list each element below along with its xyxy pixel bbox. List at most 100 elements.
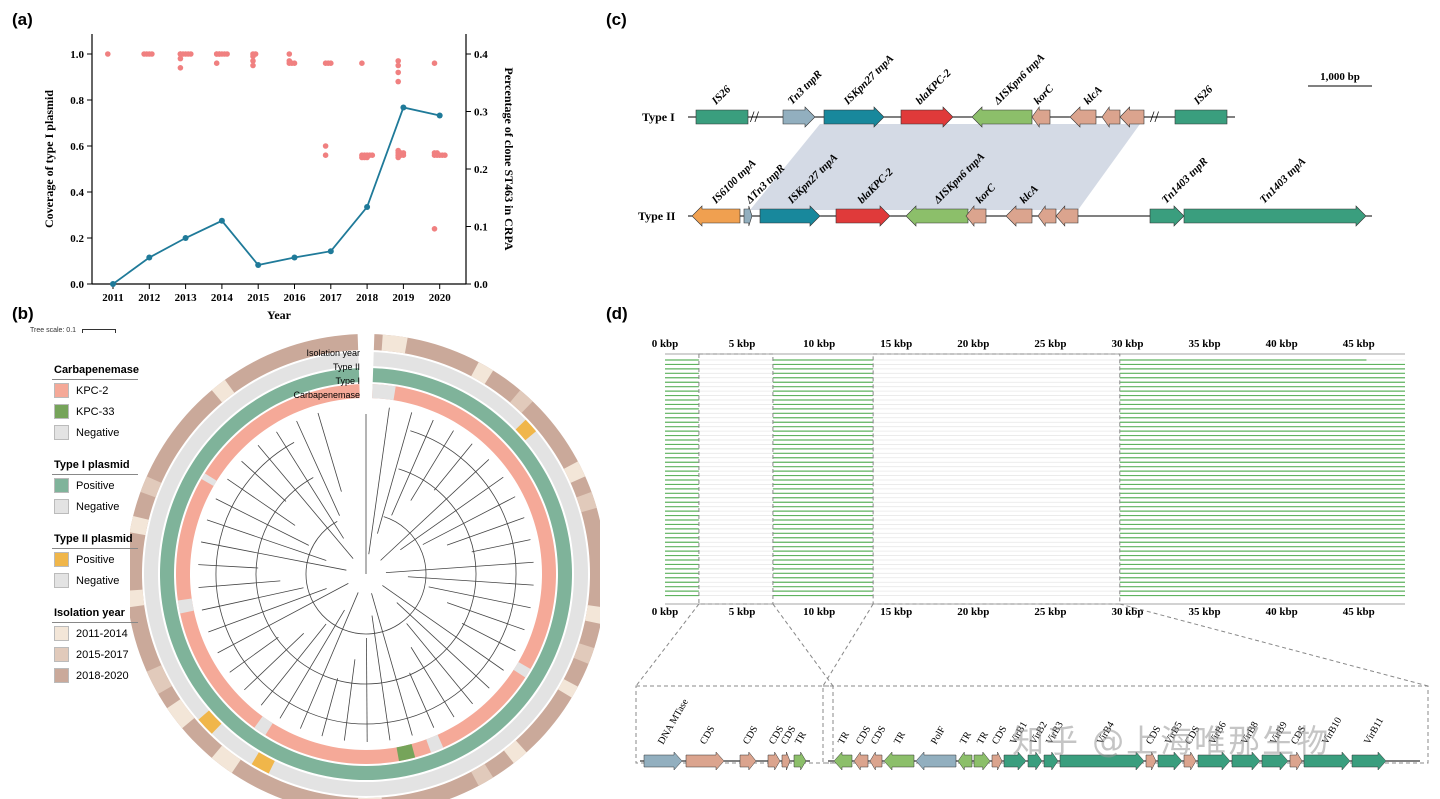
zoom-right-gene-label: CDS <box>854 724 873 746</box>
y-tick-label: 0.8 <box>70 95 84 107</box>
legend-item-label: 2011-2014 <box>76 627 128 640</box>
zoom-right-gene <box>1289 751 1303 771</box>
st463-point <box>218 217 225 224</box>
kbp-tick-label-top: 40 kbp <box>1266 338 1298 350</box>
st463-point <box>436 112 443 119</box>
legend-group-title: Type I plasmid <box>52 457 138 475</box>
kbp-tick-label-top: 0 kbp <box>652 338 679 350</box>
legend-item-label: Negative <box>76 426 120 439</box>
zoom-right-gene-label: TR <box>836 730 852 747</box>
type1-gene <box>971 106 1033 128</box>
type1-gene <box>1069 106 1097 128</box>
zoom-right-gene-label: CDS <box>990 724 1009 746</box>
tree-branch <box>227 478 296 526</box>
zoom-panel-box <box>822 685 1429 764</box>
legend-item: Negative <box>52 570 202 591</box>
ring-year-early <box>130 589 145 608</box>
scatter-point <box>328 60 334 66</box>
tree-branch <box>385 561 534 574</box>
type1-label: Type I <box>642 110 675 124</box>
type1-gene-label: blaKPC-2 <box>914 67 954 107</box>
ring-year-mid <box>576 491 597 513</box>
tree-branch <box>321 678 339 737</box>
zoom-right-gene <box>833 751 853 771</box>
y2-axis-title: Percentage of clone ST463 in CRPA <box>502 67 516 251</box>
tree-branch <box>215 498 309 546</box>
legend-item-label: KPC-33 <box>76 405 115 418</box>
tree-branch <box>217 583 349 654</box>
scatter-point <box>395 69 402 76</box>
ring-year-early <box>471 362 494 385</box>
scatter-point <box>431 60 438 66</box>
zoom-right-gene <box>1145 751 1157 771</box>
tree-arc <box>215 430 517 725</box>
panel-label-a: (a) <box>12 10 33 29</box>
ring-year-mid <box>140 476 162 498</box>
ring-year-mid <box>471 763 494 786</box>
legend-swatch <box>54 552 69 567</box>
tree-branch <box>201 587 304 611</box>
zoom-right-gene <box>1183 751 1197 771</box>
zoom-left-gene <box>643 751 683 771</box>
tree-branch <box>382 585 504 671</box>
scatter-point <box>250 62 256 69</box>
tree-branch <box>409 672 435 728</box>
type1-gene <box>1174 109 1228 125</box>
tree-branch <box>198 580 281 588</box>
tree-branch <box>433 443 473 491</box>
y-tick-label: 0.2 <box>70 233 84 245</box>
panel-b-legend: Carbapenemase KPC-2 KPC-33 Negative Type I p… <box>52 362 202 700</box>
type2-gene <box>691 205 741 227</box>
ring-carbapenemase-negative <box>513 662 531 678</box>
ring-carbapenemase-negative <box>177 598 194 614</box>
scatter-point <box>105 51 111 57</box>
zoom-right-gene <box>915 751 957 771</box>
tree-arc <box>255 468 477 685</box>
type1-gene-label: korC <box>1032 82 1057 107</box>
legend-item: 2015-2017 <box>52 644 202 665</box>
ring-carbapenemase-negative <box>426 734 444 753</box>
kbp-tick-label-bottom: 45 kbp <box>1343 606 1375 618</box>
type1-gene-label: IS26 <box>1191 83 1216 108</box>
y-tick-label: 0.0 <box>70 279 84 291</box>
st463-point <box>255 262 262 269</box>
zoom-right-gene <box>1059 751 1145 771</box>
y-axis-title: Coverage of type I plasmid <box>42 90 56 228</box>
kbp-tick-label-bottom: 25 kbp <box>1034 606 1066 618</box>
zoom-right-gene <box>957 751 973 771</box>
tree-branch <box>471 539 531 553</box>
scatter-point <box>369 152 376 158</box>
panel-b-circular-tree: Isolation year Type II Type I Carbapenemase <box>130 334 600 799</box>
ring-year-mid <box>573 643 595 664</box>
scatter-point <box>395 78 402 85</box>
tree-branch <box>396 602 490 689</box>
legend-group: Type II plasmid Positive Negative <box>52 531 202 591</box>
legend-swatch <box>54 404 69 419</box>
type2-gene <box>965 205 987 227</box>
tree-branch <box>377 412 413 534</box>
legend-swatch <box>54 499 69 514</box>
zoom-right-gene <box>1303 751 1351 771</box>
scatter-point <box>149 51 155 57</box>
ring-year-mid <box>146 665 173 694</box>
tree-branch <box>428 586 531 609</box>
zoom-connector <box>635 603 700 687</box>
zoom-right-gene <box>853 751 869 771</box>
tree-branch <box>410 647 455 718</box>
zoom-right-gene <box>883 751 915 771</box>
type1-gene <box>900 106 954 128</box>
type2-label: Type II <box>638 209 676 223</box>
zoom-right-gene <box>1027 751 1043 771</box>
type1-gene <box>695 109 749 125</box>
ring-carbapenemase-kpc33 <box>396 744 416 762</box>
panel-a-chart: 0.0 0.2 0.4 0.6 0.8 1.0 0.0 0.1 0.2 0.3 0.4 2011 201… <box>42 34 516 322</box>
scatter-point <box>250 58 256 64</box>
st463-point <box>364 203 371 210</box>
tree-branch <box>368 407 390 555</box>
st463-line <box>112 106 440 285</box>
ring-type2-positive <box>251 752 275 774</box>
scatter-point <box>395 58 402 64</box>
st463-point <box>327 248 334 255</box>
type2-gene-label: Tn1403 tnpA <box>1258 155 1309 206</box>
scatter-point <box>177 65 184 71</box>
